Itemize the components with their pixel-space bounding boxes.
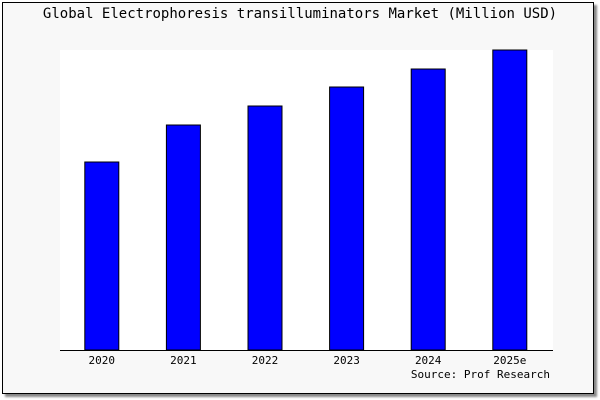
bar-2020 (84, 161, 120, 351)
plot-area (60, 50, 553, 350)
source-note: Source: Prof Research (410, 368, 550, 381)
x-tick-label: 2023 (333, 354, 360, 367)
bar-2021 (165, 124, 201, 351)
x-tick-label: 2022 (252, 354, 279, 367)
chart-title: Global Electrophoresis transilluminators… (42, 6, 558, 22)
x-tick-label: 2024 (415, 354, 442, 367)
bar-2023 (329, 86, 365, 351)
bar-2024 (410, 68, 446, 351)
x-tick-label: 2021 (170, 354, 197, 367)
bar-2022 (247, 105, 283, 351)
bar-2025e (492, 49, 528, 351)
x-tick-label: 2020 (89, 354, 116, 367)
x-tick-label: 2025e (493, 354, 526, 367)
